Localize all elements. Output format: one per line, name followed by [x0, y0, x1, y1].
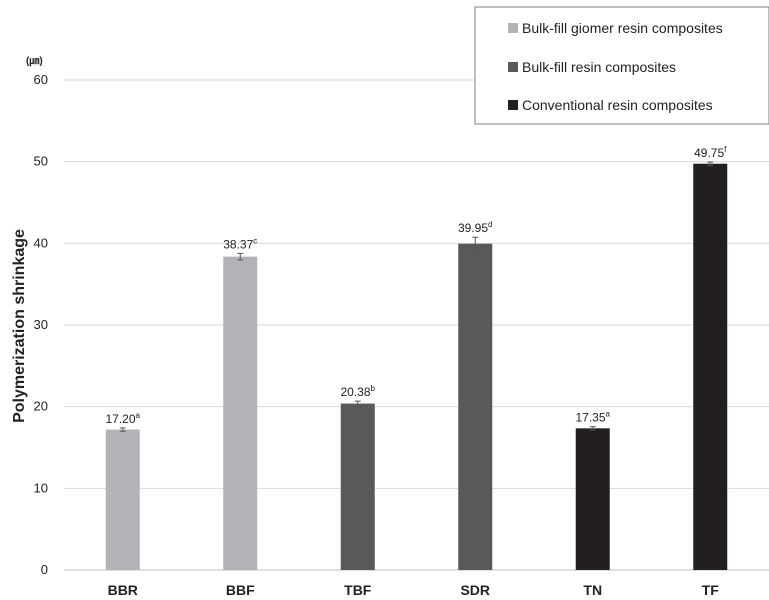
- data-label-bbr: 17.20a: [106, 411, 141, 426]
- legend-item: Conventional resin composites: [508, 97, 713, 113]
- data-labels: 17.20a 38.37c 20.38b 39.95d 17.35a 49.75f: [106, 145, 728, 426]
- x-axis-category-labels: BBR BBF TBF SDR TN TF: [108, 582, 720, 598]
- legend: Bulk-fill giomer resin composites Bulk-fi…: [474, 6, 769, 125]
- error-bar-tn: [589, 426, 596, 431]
- legend-label: Bulk-fill giomer resin composites: [522, 20, 723, 36]
- error-bar-bbr: [119, 427, 126, 432]
- y-tick-label: 50: [34, 154, 48, 169]
- bar-tbf: [340, 403, 375, 570]
- error-bar-tf: [707, 161, 714, 166]
- bar-bbf: [223, 256, 258, 570]
- bar-bbr: [105, 429, 140, 570]
- data-label-bbf: 38.37c: [223, 236, 257, 251]
- bars: [105, 163, 728, 571]
- x-tick-label-tf: TF: [702, 582, 720, 598]
- data-label-sdr: 39.95d: [458, 220, 492, 235]
- y-tick-label: 30: [34, 317, 48, 332]
- x-tick-label-bbf: BBF: [226, 582, 255, 598]
- error-bar-sdr: [472, 236, 479, 251]
- y-axis-title: Polymerization shrinkage: [11, 229, 28, 423]
- error-bar-tbf: [354, 400, 361, 407]
- error-bars: [119, 161, 714, 432]
- legend-swatch: [508, 100, 518, 110]
- legend-swatch: [508, 62, 518, 72]
- x-tick-label-tbf: TBF: [344, 582, 372, 598]
- error-bar-bbf: [237, 252, 244, 261]
- y-tick-label: 0: [41, 562, 48, 577]
- gridlines: [64, 79, 769, 489]
- bar-tf: [693, 163, 728, 571]
- x-tick-label-tn: TN: [583, 582, 602, 598]
- legend-label: Bulk-fill resin composites: [522, 59, 676, 75]
- y-tick-label: 20: [34, 399, 48, 414]
- bar-tn: [575, 428, 610, 570]
- data-label-tbf: 20.38b: [341, 384, 376, 399]
- x-tick-label-bbr: BBR: [108, 582, 138, 598]
- legend-label: Conventional resin composites: [522, 97, 713, 113]
- bar-sdr: [458, 243, 493, 570]
- x-tick-label-sdr: SDR: [460, 582, 490, 598]
- y-tick-label: 40: [34, 235, 48, 250]
- y-tick-label: 60: [34, 72, 48, 87]
- legend-item: Bulk-fill resin composites: [508, 59, 676, 75]
- data-label-tf: 49.75f: [694, 145, 727, 160]
- data-label-tn: 17.35a: [576, 410, 611, 425]
- legend-item: Bulk-fill giomer resin composites: [508, 20, 723, 36]
- y-axis-ticks: 0 10 20 30 40 50 60: [34, 72, 48, 577]
- legend-box: [474, 6, 769, 125]
- legend-swatch: [508, 23, 518, 33]
- y-tick-label: 10: [34, 480, 48, 495]
- unit-label: (㎛): [26, 56, 43, 67]
